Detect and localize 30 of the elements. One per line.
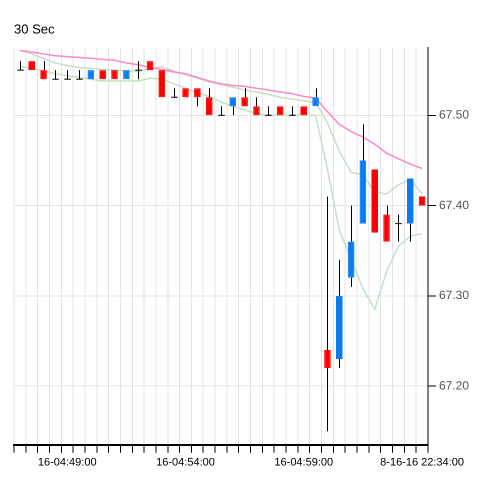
candlestick: [312, 88, 319, 106]
candlestick: [394, 214, 402, 242]
candlestick: [76, 70, 84, 80]
x-tick-label: 8-16-16 22:34:00: [380, 456, 464, 468]
candlestick: [40, 60, 47, 80]
y-tick-label: 67.40: [438, 198, 470, 212]
candlestick: [134, 60, 142, 80]
candlestick: [218, 106, 226, 116]
chart-title: 30 Sec: [14, 21, 55, 36]
candlestick: [16, 60, 24, 71]
x-tick-label: 16-04:54:00: [156, 456, 215, 468]
candlestick: [253, 96, 260, 116]
candlestick: [336, 259, 343, 369]
y-tick-label: 67.50: [438, 108, 470, 122]
candlestick: [383, 205, 390, 242]
candlestick: [206, 88, 212, 116]
y-tick-label: 67.20: [438, 378, 470, 392]
candlestick: [288, 106, 296, 116]
candlestick: [406, 178, 414, 242]
candlestick: [241, 88, 248, 106]
x-tick-label: 16-04:59:00: [274, 456, 334, 468]
candlestick: [264, 106, 272, 116]
candlestick: [170, 88, 178, 98]
candlestick: [348, 205, 354, 288]
x-tick-label: 16-04:49:00: [38, 456, 97, 468]
candlestick: [64, 70, 72, 80]
y-tick-label: 67.30: [438, 288, 470, 302]
candlestick: [52, 70, 60, 80]
candlestick: [324, 196, 331, 432]
candlestick: [360, 124, 366, 224]
